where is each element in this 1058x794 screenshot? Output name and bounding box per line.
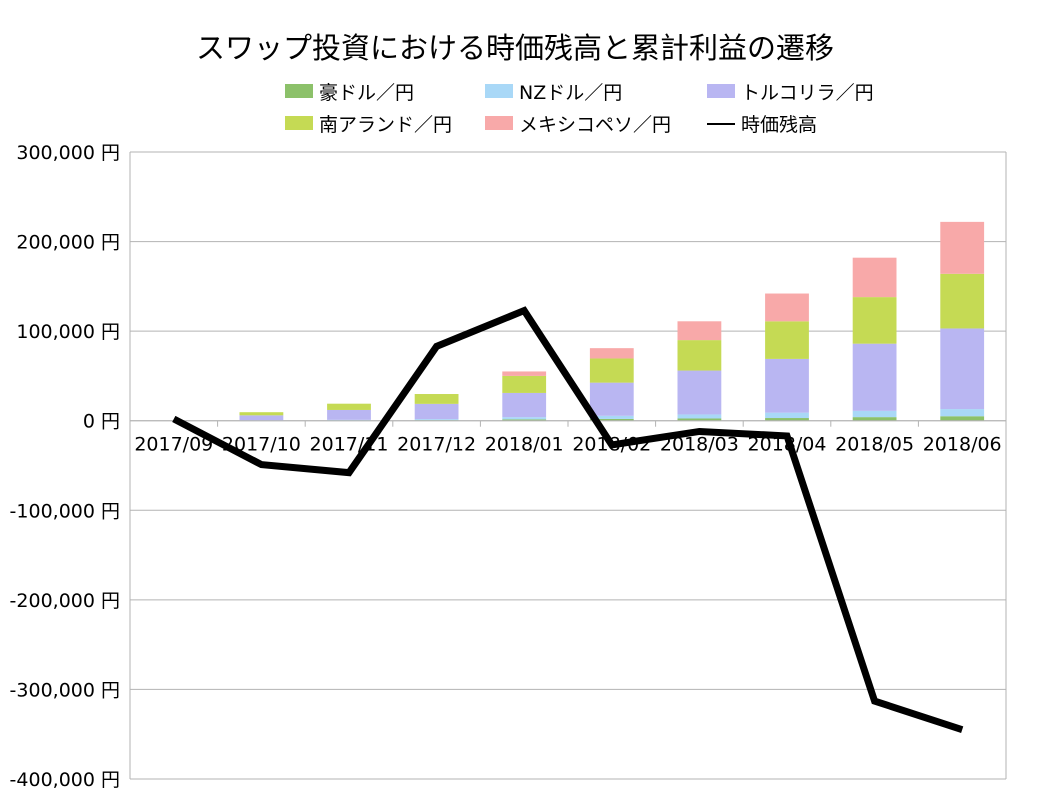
bar-segment [852, 257, 897, 298]
bar-segment [677, 340, 722, 371]
legend-label: トルコリラ／円 [741, 82, 874, 104]
bar-segment [677, 370, 722, 415]
x-tick-label: 2018/02 [572, 434, 651, 456]
bar-segment [940, 409, 985, 417]
legend-swatch [485, 84, 513, 98]
x-tick-label: 2017/12 [397, 434, 476, 456]
line-series-market-value [172, 306, 964, 734]
legend-swatch [485, 116, 513, 130]
bar-segment [765, 418, 809, 421]
bar-segment [414, 394, 459, 404]
bar-segment [765, 412, 809, 419]
bar-segment [589, 348, 634, 359]
bar-segment [239, 412, 284, 416]
x-tick-label: 2018/03 [660, 434, 739, 456]
bar-segment [677, 414, 722, 419]
bar-segment [327, 419, 371, 421]
legend-label: 南アランド／円 [319, 114, 452, 136]
y-tick-label: 200,000 円 [16, 232, 120, 254]
bar-segment [502, 392, 547, 418]
bar-segment [414, 419, 459, 421]
bar-segment [852, 410, 897, 418]
x-tick-label: 2018/04 [748, 434, 827, 456]
bar-segment [502, 419, 547, 421]
bar-segment [589, 358, 634, 383]
bar-segment [327, 403, 371, 410]
bar-segment [502, 375, 547, 393]
bar-segment [327, 409, 371, 420]
bar-segment [940, 221, 985, 274]
bar-segment [940, 328, 985, 410]
legend-swatch [285, 116, 313, 130]
x-tick-label: 2018/01 [485, 434, 564, 456]
bar-segment [765, 293, 809, 322]
y-tick-label: -100,000 円 [10, 500, 120, 522]
y-tick-label: 0 円 [83, 411, 120, 433]
bar-segment [239, 415, 284, 421]
legend-swatch [285, 84, 313, 98]
bar-segment [589, 382, 634, 416]
x-tick-label: 2018/06 [923, 434, 1002, 456]
bar-segment [765, 321, 809, 359]
bar-segment [940, 273, 985, 329]
bar-segment [852, 417, 897, 421]
bar-segment [852, 343, 897, 411]
bar-segment [589, 418, 634, 421]
bar-segment [940, 416, 985, 421]
x-tick-label: 2017/11 [310, 434, 389, 456]
plot-area: 300,000 円 200,000 円 100,000 円 0 円 -100,000 円… [10, 142, 1007, 791]
y-tick-label: 300,000 円 [16, 142, 120, 164]
y-tick-label: -200,000 円 [10, 590, 120, 612]
x-tick-label: 2017/09 [134, 434, 213, 456]
bar-segment [589, 415, 634, 419]
bar-segment [852, 297, 897, 344]
bar-segment [677, 321, 722, 341]
bar-segment [502, 417, 547, 420]
legend-label: メキシコペソ／円 [519, 114, 671, 136]
x-tick-label: 2017/10 [222, 434, 301, 456]
bar-segment [677, 418, 722, 421]
bar-segment [502, 371, 547, 376]
legend-label: 豪ドル／円 [319, 82, 414, 104]
legend-label: NZドル／円 [519, 82, 622, 104]
legend-swatch [707, 84, 735, 98]
y-tick-label: -400,000 円 [10, 769, 120, 791]
x-tick-label: 2018/05 [835, 434, 914, 456]
y-tick-label: -300,000 円 [10, 679, 120, 701]
bar-segment [414, 403, 459, 420]
bar-segment [765, 358, 809, 413]
y-tick-label: 100,000 円 [16, 321, 120, 343]
legend-label: 時価残高 [741, 114, 817, 136]
chart-title: スワップ投資における時価残高と累計利益の遷移 [196, 31, 834, 65]
